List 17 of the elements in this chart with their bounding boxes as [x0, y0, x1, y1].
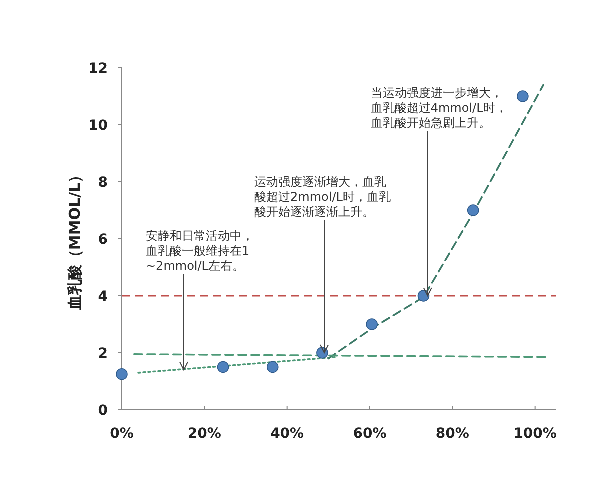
y-tick-label: 10 [88, 118, 108, 134]
y-axis-title: 血乳酸（MMOL/L） [66, 168, 84, 312]
y-tick-label: 12 [88, 61, 108, 77]
x-tick-label: 80% [436, 426, 470, 442]
y-tick-label: 4 [98, 289, 108, 305]
annotation: 安静和日常活动中，血乳酸一般维持在1~2mmol/L左右。 [146, 229, 254, 273]
x-tick-label: 40% [270, 426, 304, 442]
y-tick-label: 2 [98, 346, 108, 362]
x-tick-label: 100% [514, 426, 557, 442]
x-tick-label: 60% [353, 426, 387, 442]
y-tick-label: 8 [98, 175, 108, 191]
x-tick-label: 0% [110, 426, 134, 442]
annotation: 当运动强度进一步增大，血乳酸超过4mmol/L时，血乳酸开始急剧上升。 [370, 86, 508, 130]
x-tick-label: 20% [188, 426, 222, 442]
y-tick-label: 0 [98, 403, 108, 419]
annotation: 运动强度逐渐增大，血乳酸超过2mmol/L时，血乳酸开始逐渐逐渐上升。 [254, 175, 391, 219]
y-tick-label: 6 [98, 232, 108, 248]
